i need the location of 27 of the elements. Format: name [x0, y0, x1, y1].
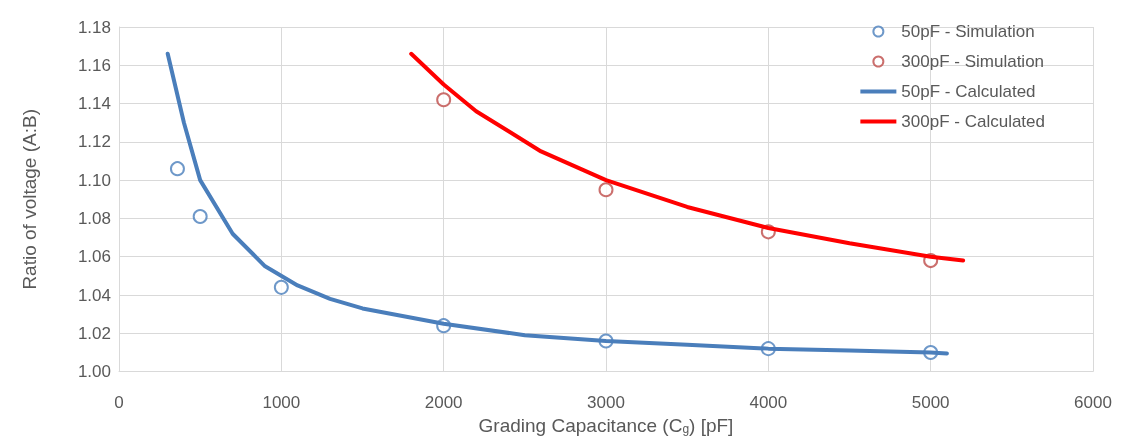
x-tick-label: 4000	[749, 392, 788, 412]
point	[192, 209, 208, 225]
y-tick-label: 1.12	[77, 132, 111, 152]
legend-label: 50pF - Calculated	[901, 82, 1036, 101]
y-tick-label: 1.14	[77, 94, 111, 114]
point	[598, 182, 614, 198]
y-tick-label: 1.02	[77, 323, 111, 343]
y-tick-label: 1.08	[77, 208, 111, 228]
legend-label: 50pF - Simulation	[901, 22, 1035, 41]
y-tick-label: 1.06	[77, 247, 111, 267]
legend-label: 300pF - Simulation	[901, 52, 1045, 71]
x-tick-label: 6000	[1074, 392, 1112, 412]
y-tick-label: 1.10	[77, 170, 111, 190]
x-tick-label: 0	[114, 392, 124, 412]
y-tick-label: 1.00	[77, 362, 111, 382]
x-tick-label: 5000	[911, 392, 950, 412]
x-tick-label: 2000	[424, 392, 463, 412]
point	[436, 92, 452, 108]
y-axis-title: Ratio of voltage (A:B)	[19, 109, 40, 290]
legend-label: 300pF - Calculated	[901, 112, 1045, 131]
y-tick-label: 1.16	[77, 55, 111, 75]
x-tick-label: 3000	[587, 392, 625, 412]
x-tick-label: 1000	[262, 392, 301, 412]
y-tick-label: 1.18	[77, 17, 111, 37]
y-tick-label: 1.04	[77, 285, 111, 305]
point	[169, 161, 185, 177]
point	[273, 279, 289, 295]
